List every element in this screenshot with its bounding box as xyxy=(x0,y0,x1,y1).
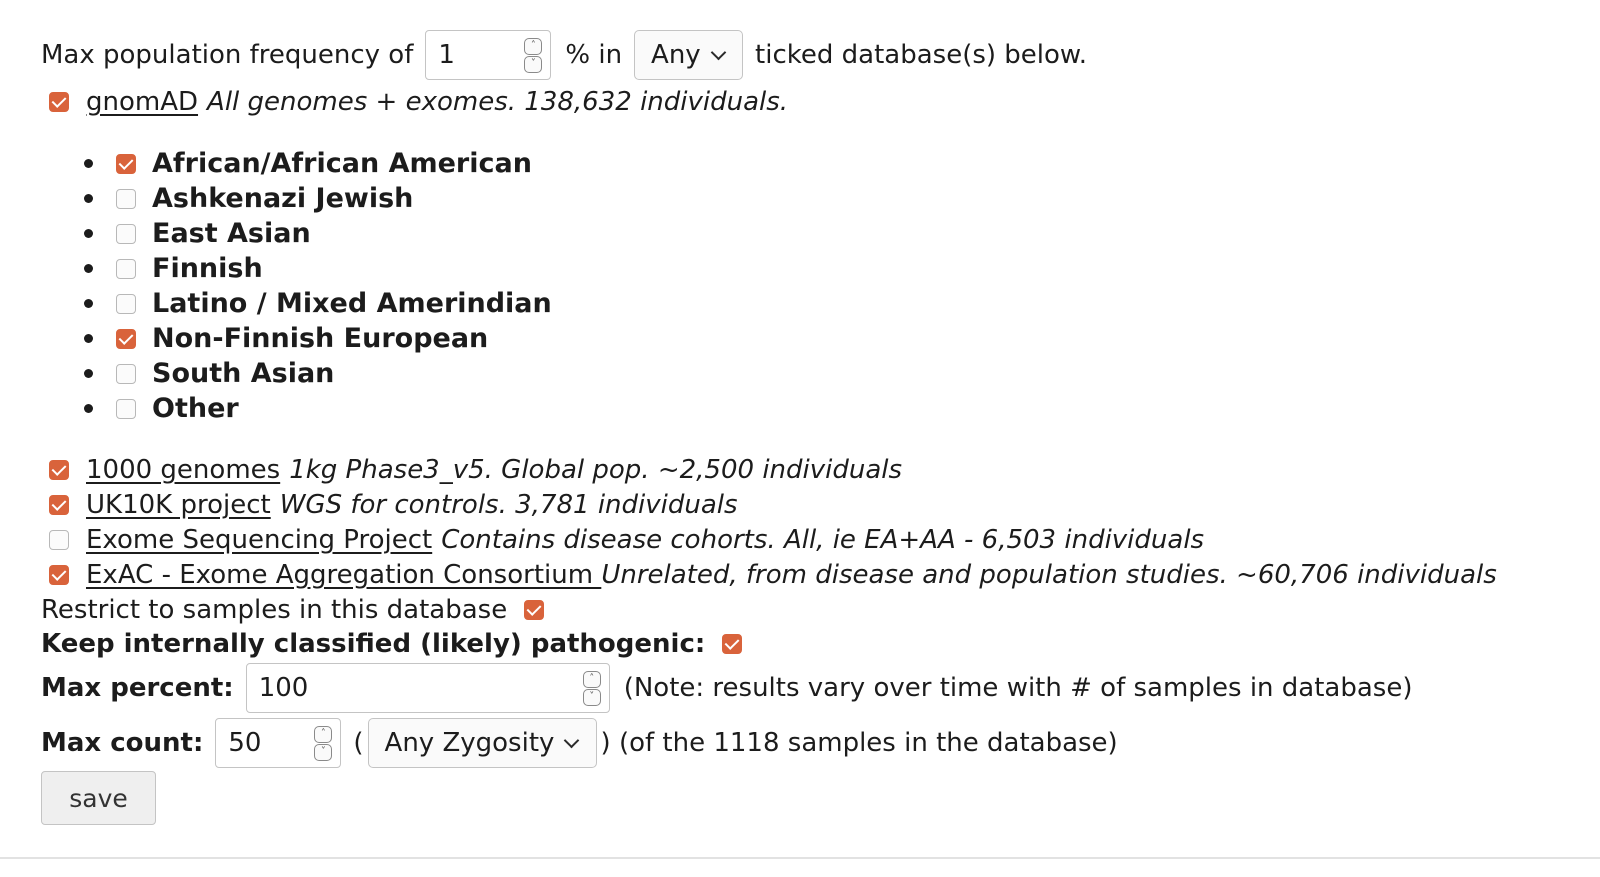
bullet xyxy=(84,369,93,378)
spin-up-icon[interactable]: ˄ xyxy=(524,37,543,55)
list-item: Ashkenazi Jewish xyxy=(84,181,552,216)
population-label: East Asian xyxy=(152,218,311,249)
population-checkbox[interactable] xyxy=(116,223,136,244)
population-checkbox[interactable] xyxy=(116,293,136,314)
frequency-input[interactable]: 1 ˄ ˅ xyxy=(425,30,552,80)
population-checkbox[interactable] xyxy=(116,188,136,209)
max-count-note: ) (of the 1118 samples in the database) xyxy=(600,728,1118,758)
open-paren: ( xyxy=(353,728,364,758)
bullet xyxy=(84,229,93,238)
population-label: African/African American xyxy=(152,148,532,179)
population-checkbox[interactable] xyxy=(116,398,136,419)
keep-pathogenic-label: Keep internally classified (likely) path… xyxy=(41,629,706,659)
keep-pathogenic-row: Keep internally classified (likely) path… xyxy=(41,626,743,662)
frequency-filter-row: Max population frequency of 1 ˄ ˅ % in A… xyxy=(41,30,1088,80)
save-button[interactable]: save xyxy=(41,771,156,825)
match-select[interactable]: Any xyxy=(634,30,744,80)
max-percent-input[interactable]: 100 ˄ ˅ xyxy=(245,663,610,713)
max-count-label: Max count: xyxy=(41,728,204,758)
list-item: South Asian xyxy=(84,356,552,391)
database-checkbox[interactable] xyxy=(49,565,69,585)
gnomad-row: gnomAD All genomes + exomes. 138,632 ind… xyxy=(41,84,788,120)
database-description: Contains disease cohorts. All, ie EA+AA … xyxy=(441,525,1205,555)
population-label: South Asian xyxy=(152,358,335,389)
restrict-checkbox[interactable] xyxy=(524,600,545,620)
spin-down-icon[interactable]: ˅ xyxy=(314,743,333,761)
chevron-down-icon xyxy=(710,44,726,60)
bottom-divider xyxy=(0,857,1600,859)
max-count-value: 50 xyxy=(228,728,262,758)
gnomad-link[interactable]: gnomAD xyxy=(86,87,199,117)
spin-down-icon[interactable]: ˅ xyxy=(524,55,543,73)
frequency-value: 1 xyxy=(438,40,455,70)
frequency-spinner[interactable]: ˄ ˅ xyxy=(524,37,543,73)
bullet xyxy=(84,194,93,203)
max-percent-row: Max percent: 100 ˄ ˅ (Note: results vary… xyxy=(41,663,1413,713)
database-checkbox[interactable] xyxy=(49,460,69,480)
list-item: African/African American xyxy=(84,146,552,181)
bullet xyxy=(84,159,93,168)
keep-pathogenic-checkbox[interactable] xyxy=(722,634,743,654)
database-link[interactable]: ExAC - Exome Aggregation Consortium xyxy=(86,560,602,590)
zygosity-select[interactable]: Any Zygosity xyxy=(367,718,597,768)
list-item: Latino / Mixed Amerindian xyxy=(84,286,552,321)
max-percent-label: Max percent: xyxy=(41,673,234,703)
list-item: Other xyxy=(84,391,552,426)
max-percent-value: 100 xyxy=(258,673,309,703)
match-select-value: Any xyxy=(651,40,701,70)
database-row: Exome Sequencing Project Contains diseas… xyxy=(41,522,1204,558)
frequency-mid-label: % in xyxy=(565,40,623,70)
database-description: WGS for controls. 3,781 individuals xyxy=(279,490,738,520)
database-row: UK10K project WGS for controls. 3,781 in… xyxy=(41,487,738,523)
max-percent-spinner[interactable]: ˄ ˅ xyxy=(582,670,601,706)
gnomad-checkbox[interactable] xyxy=(49,92,69,112)
spin-up-icon[interactable]: ˄ xyxy=(314,725,333,743)
database-row: ExAC - Exome Aggregation Consortium Unre… xyxy=(41,557,1497,593)
database-description: 1kg Phase3_v5. Global pop. ~2,500 indivi… xyxy=(289,455,903,485)
database-description: Unrelated, from disease and population s… xyxy=(601,560,1497,590)
population-label: Other xyxy=(152,393,239,424)
max-count-row: Max count: 50 ˄ ˅ ( Any Zygosity ) (of t… xyxy=(41,718,1118,768)
frequency-suffix-label: ticked database(s) below. xyxy=(755,40,1088,70)
database-row: 1000 genomes 1kg Phase3_v5. Global pop. … xyxy=(41,452,902,488)
database-checkbox[interactable] xyxy=(49,495,69,515)
zygosity-select-value: Any Zygosity xyxy=(384,728,555,758)
population-checkbox[interactable] xyxy=(116,153,136,174)
database-link[interactable]: 1000 genomes xyxy=(86,455,281,485)
database-link[interactable]: UK10K project xyxy=(86,490,271,520)
list-item: East Asian xyxy=(84,216,552,251)
gnomad-description: All genomes + exomes. 138,632 individual… xyxy=(207,87,789,117)
frequency-prefix-label: Max population frequency of xyxy=(41,40,414,70)
bullet xyxy=(84,404,93,413)
restrict-row: Restrict to samples in this database xyxy=(41,592,545,628)
bullet xyxy=(84,334,93,343)
max-count-input[interactable]: 50 ˄ ˅ xyxy=(215,718,342,768)
max-count-spinner[interactable]: ˄ ˅ xyxy=(314,725,333,761)
population-list: African/African American Ashkenazi Jewis… xyxy=(84,146,552,426)
population-checkbox[interactable] xyxy=(116,258,136,279)
database-checkbox[interactable] xyxy=(49,530,69,550)
list-item: Finnish xyxy=(84,251,552,286)
population-checkbox[interactable] xyxy=(116,328,136,349)
bullet xyxy=(84,264,93,273)
population-label: Ashkenazi Jewish xyxy=(152,183,414,214)
spin-down-icon[interactable]: ˅ xyxy=(582,688,601,706)
population-label: Finnish xyxy=(152,253,263,284)
chevron-down-icon xyxy=(564,732,580,748)
database-link[interactable]: Exome Sequencing Project xyxy=(86,525,433,555)
max-percent-note: (Note: results vary over time with # of … xyxy=(623,673,1413,703)
population-checkbox[interactable] xyxy=(116,363,136,384)
population-label: Latino / Mixed Amerindian xyxy=(152,288,552,319)
spin-up-icon[interactable]: ˄ xyxy=(582,670,601,688)
list-item: Non-Finnish European xyxy=(84,321,552,356)
restrict-label: Restrict to samples in this database xyxy=(41,595,508,625)
bullet xyxy=(84,299,93,308)
population-label: Non-Finnish European xyxy=(152,323,489,354)
